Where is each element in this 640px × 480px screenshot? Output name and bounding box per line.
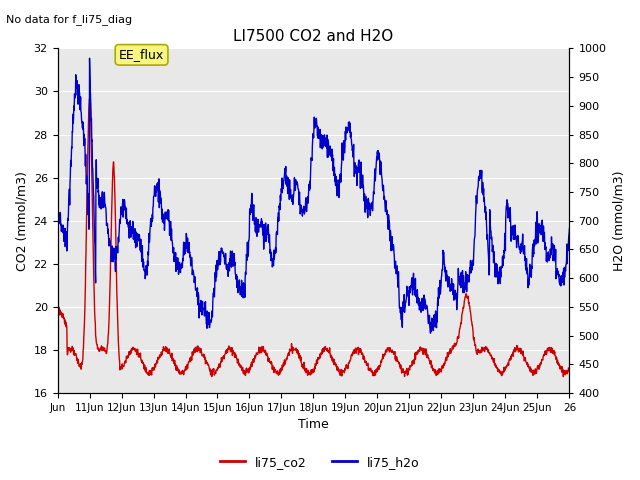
- Title: LI7500 CO2 and H2O: LI7500 CO2 and H2O: [234, 29, 394, 44]
- Y-axis label: H2O (mmol/m3): H2O (mmol/m3): [612, 170, 625, 271]
- Text: No data for f_li75_diag: No data for f_li75_diag: [6, 14, 132, 25]
- Legend: li75_co2, li75_h2o: li75_co2, li75_h2o: [215, 451, 425, 474]
- Text: EE_flux: EE_flux: [119, 48, 164, 61]
- Y-axis label: CO2 (mmol/m3): CO2 (mmol/m3): [15, 171, 28, 271]
- X-axis label: Time: Time: [298, 419, 329, 432]
